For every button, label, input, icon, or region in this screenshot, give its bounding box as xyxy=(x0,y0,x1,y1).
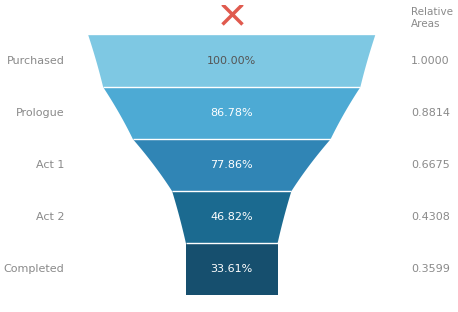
Text: 33.61%: 33.61% xyxy=(211,264,253,274)
Text: 77.86%: 77.86% xyxy=(210,160,253,170)
Text: Act 1: Act 1 xyxy=(36,160,64,170)
Text: Completed: Completed xyxy=(4,264,64,274)
Text: 1.0000: 1.0000 xyxy=(411,56,450,66)
Polygon shape xyxy=(88,35,375,87)
Text: 0.3599: 0.3599 xyxy=(411,264,450,274)
Text: 0.4308: 0.4308 xyxy=(411,212,450,222)
Text: 0.8814: 0.8814 xyxy=(411,108,450,118)
Text: 46.82%: 46.82% xyxy=(210,212,253,222)
Text: Prologue: Prologue xyxy=(16,108,64,118)
Polygon shape xyxy=(186,243,278,295)
Text: Act 2: Act 2 xyxy=(36,212,64,222)
Text: 86.78%: 86.78% xyxy=(210,108,253,118)
Text: Relative
Areas: Relative Areas xyxy=(411,7,453,29)
Text: 100.00%: 100.00% xyxy=(207,56,256,66)
Polygon shape xyxy=(172,191,291,243)
Text: Purchased: Purchased xyxy=(6,56,64,66)
Text: 0.6675: 0.6675 xyxy=(411,160,450,170)
Polygon shape xyxy=(103,87,360,139)
Polygon shape xyxy=(133,139,331,191)
